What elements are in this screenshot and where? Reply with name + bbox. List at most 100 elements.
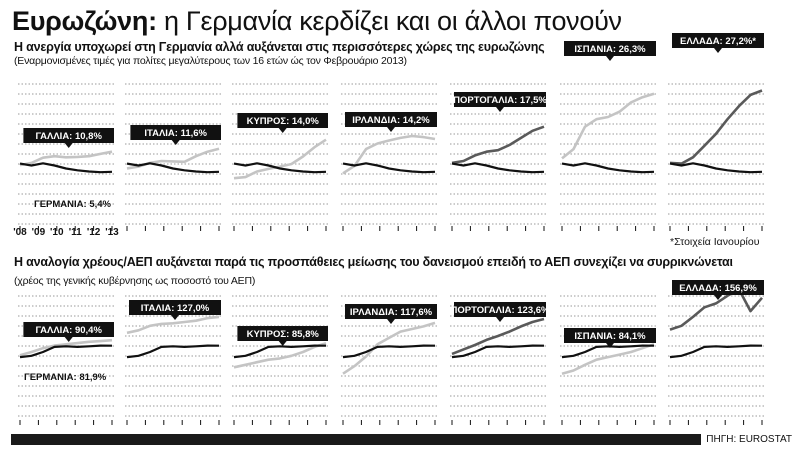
panel-unemployment-4: ΠΟΡΤΟΓΑΛΙΑ: 17,5% [450, 83, 547, 231]
value-label-pointer [171, 315, 179, 320]
value-label: ΕΛΛΑΔΑ: 156,9% [679, 283, 757, 294]
value-label: ΙΡΛΑΝΔΙΑ: 14,2% [352, 115, 430, 126]
country-series-line [561, 343, 655, 375]
value-label-pointer [171, 140, 180, 145]
value-label: ΙΡΛΑΝΔΙΑ: 117,6% [350, 307, 433, 318]
value-label-pointer [714, 295, 722, 300]
value-label-box [237, 326, 328, 341]
x-tick-label: '12 [87, 227, 101, 238]
panel-debt_to_gdp-6: ΕΛΛΑΔΑ: 156,9% [668, 280, 764, 425]
value-label-box [23, 322, 114, 337]
value-label-pointer [496, 317, 504, 322]
unemployment-subtitle: Η ανεργία υποχωρεί στη Γερμανία αλλά αυξ… [14, 40, 545, 54]
value-label-box [129, 300, 221, 315]
value-label-pointer [278, 128, 287, 133]
panel-debt_to_gdp-1: ΙΤΑΛΙΑ: 127,0% [125, 295, 221, 425]
value-label-box [130, 125, 221, 140]
page-title: Ευρωζώνη: η Γερμανία κερδίζει και οι άλλ… [12, 6, 622, 36]
panel-unemployment-6: ΕΛΛΑΔΑ: 27,2%* [668, 33, 764, 231]
germany-series-line [233, 344, 327, 359]
panel-debt_to_gdp-2: ΚΥΠΡΟΣ: 85,8% [232, 295, 328, 425]
unemployment-note: (Εναρμονισμένες τιμές για πολίτες μεγαλύ… [14, 55, 407, 67]
value-label: ΙΣΠΑΝΙΑ: 26,3% [574, 44, 646, 55]
country-series-line [233, 138, 327, 180]
x-tick-label: '13 [105, 227, 119, 238]
panel-unemployment-1: ΙΤΑΛΙΑ: 11,6% [125, 83, 221, 231]
value-label: ΚΥΠΡΟΣ: 14,0% [247, 116, 320, 127]
value-label: ΕΛΛΑΔΑ: 27,2%* [680, 36, 756, 47]
country-series-line [669, 89, 763, 165]
panel-debt_to_gdp-5: ΙΣΠΑΝΙΑ: 84,1% [560, 295, 656, 425]
germany-series-line [19, 344, 113, 359]
germany-series-line [669, 344, 763, 359]
value-label-pointer [714, 48, 722, 53]
debt-subtitle: Η αναλογία χρέους/ΑΕΠ αυξάνεται παρά τις… [14, 255, 733, 269]
chart-debt_to_gdp: ΓΑΛΛΙΑ: 90,4% ΓΕΡΜΑΝΙΑ: 81,9% ΙΤΑΛΙΑ: 127,… [18, 280, 764, 425]
germany-series-line [451, 344, 545, 359]
value-label-pointer [496, 107, 504, 112]
value-label-pointer [64, 143, 73, 148]
value-label: ΚΥΠΡΟΣ: 85,8% [247, 329, 320, 340]
value-label-box [454, 302, 546, 317]
source-bar [11, 434, 795, 445]
value-label-box [672, 33, 764, 48]
value-label-box [564, 328, 656, 343]
value-label-box [345, 304, 437, 319]
germany-series-line [561, 344, 655, 359]
footnote: *Στοιχεία Ιανουρίου [670, 236, 760, 248]
germany-series-line [342, 344, 436, 359]
x-tick-label: '11 [69, 227, 82, 238]
x-tick-label: '09 [32, 227, 46, 238]
value-label: ΠΟΡΤΟΓΑΛΙΑ: 123,6% [450, 305, 550, 316]
source-credit: ΠΗΓΗ: EUROSTAT [701, 434, 795, 446]
country-series-line [451, 125, 545, 165]
panel-unemployment-3: ΙΡΛΑΝΔΙΑ: 14,2% [341, 83, 437, 231]
country-series-line [451, 317, 545, 356]
germany-series-line [126, 162, 220, 174]
value-label-pointer [64, 337, 73, 342]
country-series-line [669, 288, 763, 331]
x-tick-label: '08 [13, 227, 27, 238]
value-label: ΓΑΛΛΙΑ: 90,4% [35, 325, 102, 336]
panel-debt_to_gdp-3: ΙΡΛΑΝΔΙΑ: 117,6% [341, 295, 437, 425]
germany-series-line [561, 162, 655, 174]
germany-series-line [126, 344, 220, 359]
panel-unemployment-0: ΓΑΛΛΙΑ: 10,8% ΓΕΡΜΑΝΙΑ: 5,4% [18, 83, 114, 231]
value-label-pointer [387, 127, 395, 132]
value-label: ΠΟΡΤΟΓΑΛΙΑ: 17,5% [453, 95, 547, 106]
chart-unemployment: ΓΑΛΛΙΑ: 10,8% ΓΕΡΜΑΝΙΑ: 5,4% ΙΤΑΛΙΑ: 11,6%… [13, 33, 764, 238]
country-series-line [233, 341, 327, 369]
x-tick-label: '10 [50, 227, 64, 238]
value-label-box [23, 128, 114, 143]
panel-debt_to_gdp-4: ΠΟΡΤΟΓΑΛΙΑ: 123,6% [450, 295, 550, 425]
germany-series-line [233, 162, 327, 174]
value-label-pointer [606, 343, 614, 348]
germany-label: ΓΕΡΜΑΝΙΑ: 5,4% [34, 199, 112, 210]
value-label: ΙΤΑΛΙΑ: 11,6% [144, 128, 207, 139]
value-label: ΙΤΑΛΙΑ: 127,0% [141, 303, 210, 314]
value-label-box [672, 280, 764, 295]
country-series-line [561, 92, 655, 160]
germany-series-line [19, 162, 113, 174]
value-label: ΙΣΠΑΝΙΑ: 84,1% [574, 331, 646, 342]
debt-note: (χρέος της γενικής κυβέρνησης ως ποσοστό… [14, 275, 256, 287]
panel-unemployment-5: ΙΣΠΑΝΙΑ: 26,3% [560, 41, 656, 231]
value-label-pointer [606, 56, 614, 61]
value-label-box [454, 92, 546, 107]
value-label-box [564, 41, 656, 56]
germany-series-line [451, 162, 545, 174]
panel-debt_to_gdp-0: ΓΑΛΛΙΑ: 90,4% ΓΕΡΜΑΝΙΑ: 81,9% [18, 295, 114, 425]
value-label-box [345, 112, 437, 127]
value-label: ΓΑΛΛΙΑ: 10,8% [35, 131, 102, 142]
value-label-pointer [387, 319, 395, 324]
country-series-line [126, 315, 220, 335]
panel-unemployment-2: ΚΥΠΡΟΣ: 14,0% [232, 83, 328, 231]
germany-label: ΓΕΡΜΑΝΙΑ: 81,9% [24, 372, 107, 383]
germany-series-line [669, 162, 763, 174]
country-series-line [19, 338, 113, 357]
country-series-line [342, 321, 436, 375]
value-label-pointer [278, 341, 287, 346]
germany-series-line [342, 162, 436, 174]
country-series-line [342, 134, 436, 175]
